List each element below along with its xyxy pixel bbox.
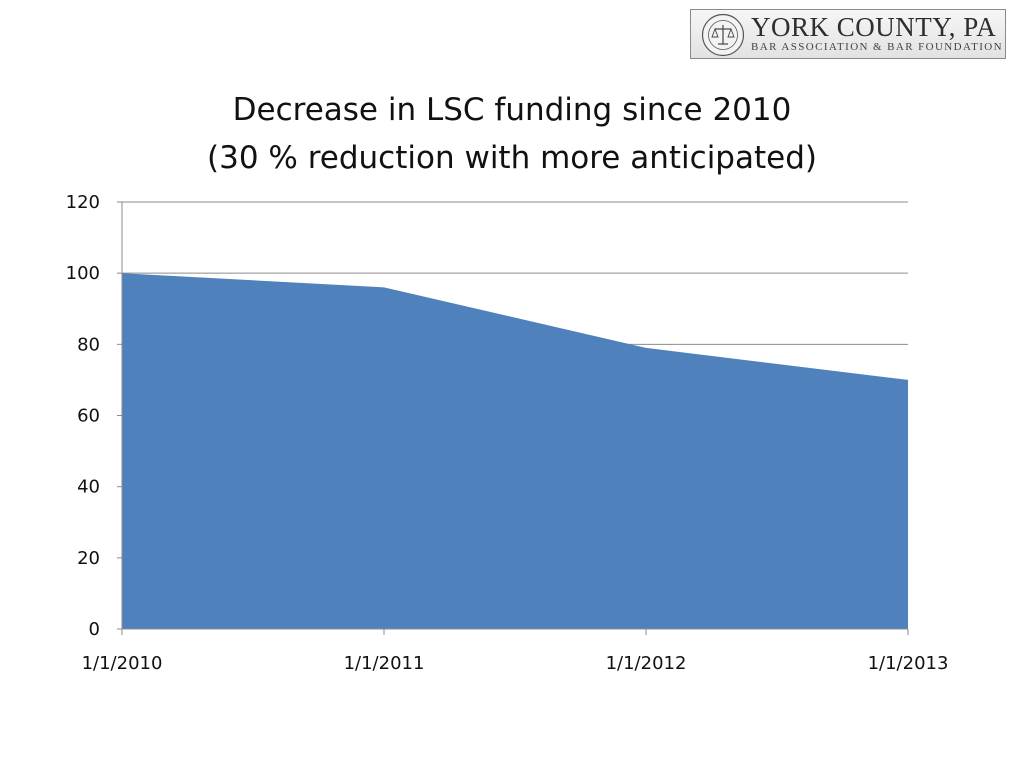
y-tick-label: 0 bbox=[89, 619, 100, 640]
x-tick-label: 1/1/2011 bbox=[344, 653, 425, 674]
chart-title-line-1: Decrease in LSC funding since 2010 bbox=[232, 92, 792, 128]
y-tick-label: 120 bbox=[66, 192, 100, 213]
york-county-bar-logo: YORK COUNTY, PA BAR ASSOCIATION & BAR FO… bbox=[690, 9, 1006, 59]
y-tick-label: 40 bbox=[77, 477, 100, 498]
logo-name: YORK COUNTY, PA bbox=[751, 12, 997, 42]
y-tick-label: 100 bbox=[66, 263, 100, 284]
logo-subtitle: BAR ASSOCIATION & BAR FOUNDATION bbox=[751, 41, 1003, 53]
x-tick-label: 1/1/2013 bbox=[868, 653, 949, 674]
bar-seal-icon bbox=[701, 13, 745, 57]
chart-title: Decrease in LSC funding since 2010 (30 %… bbox=[0, 86, 1024, 182]
y-tick-label: 20 bbox=[77, 548, 100, 569]
x-tick-label: 1/1/2012 bbox=[606, 653, 687, 674]
x-tick-label: 1/1/2010 bbox=[82, 653, 163, 674]
y-tick-label: 80 bbox=[77, 334, 100, 355]
chart-title-line-2: (30 % reduction with more anticipated) bbox=[207, 140, 817, 176]
area-series-funding bbox=[122, 273, 908, 629]
y-tick-label: 60 bbox=[77, 406, 100, 427]
